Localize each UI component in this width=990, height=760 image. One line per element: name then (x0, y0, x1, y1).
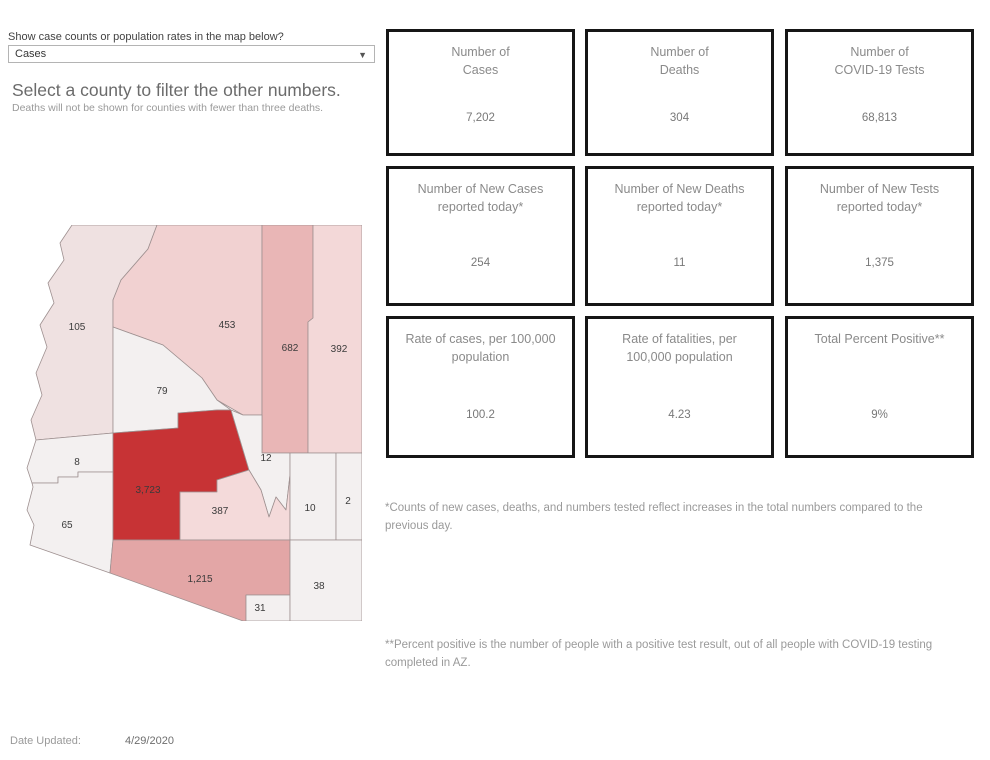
county-graham[interactable] (289, 452, 337, 541)
county-greenlee[interactable] (335, 452, 362, 541)
date-updated-value: 4/29/2020 (125, 735, 174, 747)
county-navajo[interactable] (261, 225, 314, 454)
kpi-case-rate: Rate of cases, per 100,000 population 10… (386, 316, 575, 458)
instructions-title: Select a county to filter the other numb… (12, 80, 341, 100)
date-updated-label: Date Updated: (10, 735, 81, 747)
dropdown-caret-icon: ▼ (358, 50, 367, 60)
kpi-fatality-rate: Rate of fatalities, per 100,000 populati… (585, 316, 774, 458)
county-apache[interactable] (307, 225, 362, 454)
kpi-value: 11 (673, 257, 686, 270)
kpi-title: Number of New Tests reported today* (819, 182, 940, 215)
instructions-subtitle: Deaths will not be shown for counties wi… (12, 102, 324, 114)
kpi-value: 100.2 (466, 408, 495, 421)
county-santa-cruz[interactable] (245, 594, 291, 621)
kpi-value: 4.23 (668, 408, 691, 421)
kpi-number-of-tests: Number of COVID-19 Tests 68,813 (785, 29, 974, 156)
kpi-title: Total Percent Positive** (814, 332, 945, 346)
map-mode-dropdown[interactable]: Cases ▼ (8, 45, 375, 63)
kpi-title: Number of Cases (451, 45, 510, 78)
kpi-percent-positive: Total Percent Positive** 9% (785, 316, 974, 458)
kpi-new-tests: Number of New Tests reported today* 1,37… (785, 166, 974, 306)
kpi-title: Rate of fatalities, per 100,000 populati… (622, 332, 737, 365)
kpi-title: Number of New Cases reported today* (417, 182, 544, 215)
kpi-value: 68,813 (861, 111, 898, 124)
map-mode-selected-value: Cases (15, 48, 47, 60)
county-cochise[interactable] (289, 539, 362, 621)
kpi-title: Number of Deaths (650, 45, 709, 78)
map-mode-label: Show case counts or population rates in … (8, 31, 284, 43)
footnote-new-counts: *Counts of new cases, deaths, and number… (385, 502, 923, 532)
kpi-value: 7,202 (466, 111, 495, 124)
kpi-title: Rate of cases, per 100,000 population (405, 332, 556, 365)
kpi-new-cases: Number of New Cases reported today* 254 (386, 166, 575, 306)
kpi-value: 9% (871, 408, 888, 421)
kpi-number-of-deaths: Number of Deaths 304 (585, 29, 774, 156)
county-pinal[interactable] (179, 469, 291, 541)
kpi-value: 1,375 (865, 257, 894, 270)
arizona-county-map: 105 453 682 392 79 8 3,723 12 387 10 2 6… (14, 225, 362, 621)
kpi-value: 254 (470, 257, 491, 270)
kpi-title: Number of COVID-19 Tests (834, 45, 925, 78)
footnote-percent-positive: **Percent positive is the number of peop… (385, 639, 933, 669)
kpi-number-of-cases: Number of Cases 7,202 (386, 29, 575, 156)
arizona-map-svg: 105 453 682 392 79 8 3,723 12 387 10 2 6… (26, 225, 362, 621)
kpi-title: Number of New Deaths reported today* (614, 182, 745, 215)
kpi-new-deaths: Number of New Deaths reported today* 11 (585, 166, 774, 306)
county-yuma[interactable] (26, 471, 114, 574)
kpi-value: 304 (669, 111, 690, 124)
